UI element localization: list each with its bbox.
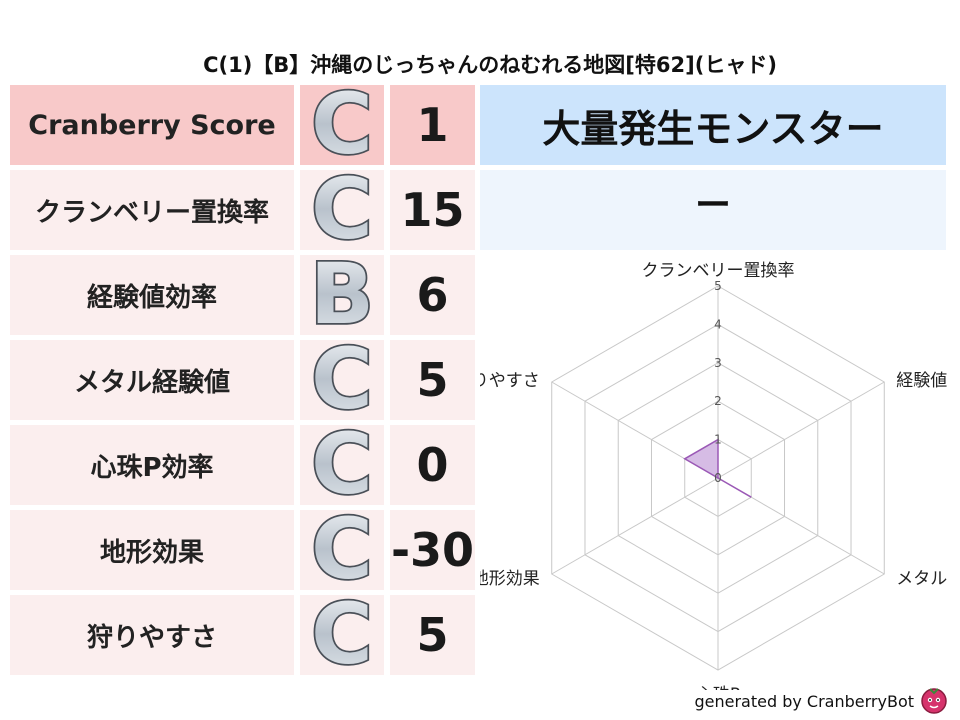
radar-axis-label: 地形効果	[480, 569, 540, 589]
grade-badge: C	[300, 425, 384, 505]
metric-label: 経験値効率	[10, 255, 294, 335]
radar-tick-label: 4	[714, 317, 722, 331]
metric-row: 経験値効率 B 6	[10, 255, 475, 335]
grade-badge: B	[300, 255, 384, 335]
radar-tick-label: 0	[714, 471, 722, 485]
radar-axis-label: クランベリー置換率	[642, 261, 795, 281]
metric-row: クランベリー置換率 C 15	[10, 170, 475, 250]
metric-label: 心珠P効率	[10, 425, 294, 505]
radar-tick-label: 1	[714, 433, 722, 447]
metric-row: メタル経験値 C 5	[10, 340, 475, 420]
metric-row: 狩りやすさ C 5	[10, 595, 475, 675]
metric-label: Cranberry Score	[10, 85, 294, 165]
radar-tick-label: 5	[714, 279, 722, 293]
grade-badge: C	[300, 170, 384, 250]
metric-row: 地形効果 C -30	[10, 510, 475, 590]
grade-badge: C	[300, 510, 384, 590]
metric-value: 1	[390, 85, 475, 165]
grade-letter: C	[311, 510, 373, 590]
metric-value: 0	[390, 425, 475, 505]
metric-label: 地形効果	[10, 510, 294, 590]
grade-letter: B	[310, 255, 374, 335]
radar-axis-label: 経験値	[896, 371, 947, 391]
radar-tick-label: 3	[714, 356, 722, 370]
metric-label: 狩りやすさ	[10, 595, 294, 675]
metric-value: 5	[390, 595, 475, 675]
radar-chart: 0 1 2 3 4 5クランベリー置換率経験値メタル心珠P 地形効果 狩りやすさ	[480, 261, 947, 690]
radar-spoke	[551, 477, 719, 575]
page-title: C(1)【B】沖縄のじっちゃんのねむれる地図[特62](ヒャド)	[203, 53, 777, 77]
metric-label: メタル経験値	[10, 340, 294, 420]
radar-axis-label: 心珠P	[696, 685, 740, 690]
grade-badge: C	[300, 85, 384, 165]
grade-badge: C	[300, 595, 384, 675]
metric-row: 心珠P効率 C 0	[10, 425, 475, 505]
metric-value: 6	[390, 255, 475, 335]
monster-header: 大量発生モンスター	[480, 85, 946, 165]
grade-letter: C	[311, 425, 373, 505]
grade-badge: C	[300, 340, 384, 420]
radar-axis-label: メタル	[896, 569, 947, 589]
metric-value: 5	[390, 340, 475, 420]
metric-value: -30	[390, 510, 475, 590]
metric-value: 15	[390, 170, 475, 250]
grade-letter: C	[311, 170, 373, 250]
grade-letter: C	[311, 595, 373, 675]
radar-tick-label: 2	[714, 394, 722, 408]
score-row: Cranberry Score C 1	[10, 85, 475, 165]
monster-value: ー	[480, 170, 946, 250]
grade-letter: C	[311, 85, 373, 165]
footer-credit: generated by CranberryBot	[694, 692, 914, 711]
cranberry-bot-icon	[921, 688, 947, 714]
metric-label: クランベリー置換率	[10, 170, 294, 250]
radar-spoke	[717, 381, 885, 479]
grade-letter: C	[311, 340, 373, 420]
radar-data-area	[683, 438, 752, 498]
radar-axis-label: 狩りやすさ	[480, 371, 540, 391]
